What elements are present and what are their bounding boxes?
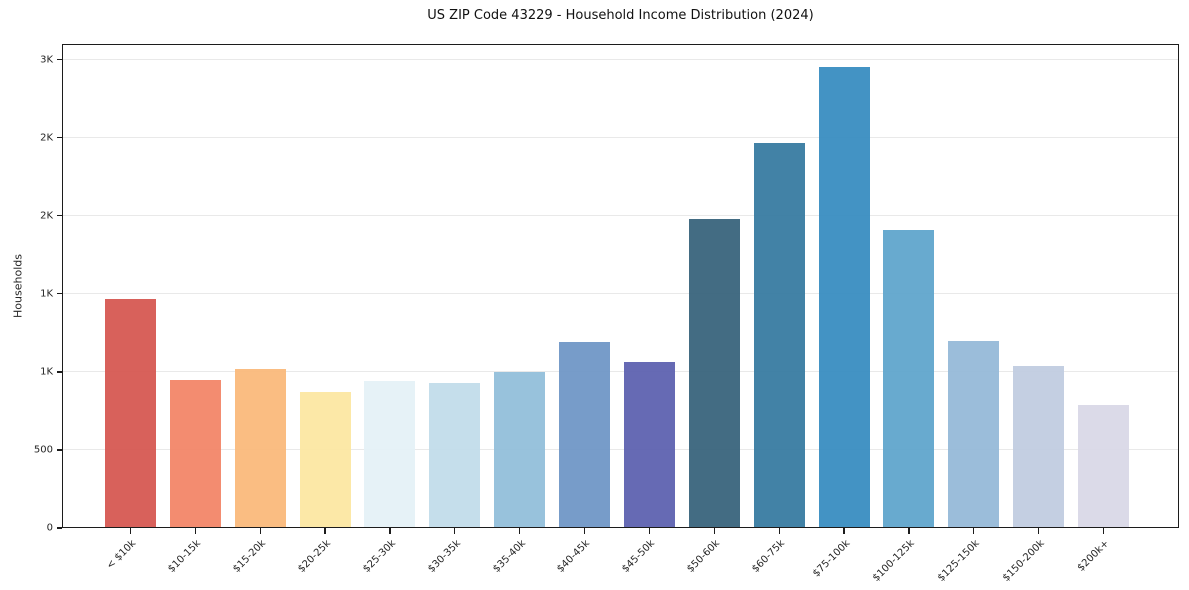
bar: [494, 371, 546, 528]
x-tick-mark: [324, 528, 326, 534]
bar: [883, 229, 935, 528]
bar: [299, 392, 351, 528]
x-tick-label: $15-20k: [231, 538, 269, 575]
x-tick-label: $100-125k: [870, 538, 917, 584]
y-tick-label: 1K: [40, 288, 53, 300]
bar: [364, 381, 416, 528]
bar: [753, 143, 805, 528]
x-tick-label: $20-25k: [295, 538, 333, 575]
h-gridline: [62, 59, 1179, 61]
x-tick-mark: [583, 528, 586, 534]
chart-title: US ZIP Code 43229 - Household Income Dis…: [427, 8, 814, 23]
x-tick-label: $50-60k: [685, 538, 723, 575]
bar: [559, 342, 611, 528]
x-tick-mark: [713, 528, 715, 534]
x-tick-label: $200k+: [1075, 538, 1112, 574]
y-tick-mark: [56, 371, 62, 373]
y-tick-mark: [56, 449, 62, 451]
h-gridline: [62, 293, 1179, 295]
plot-frame: [62, 44, 1179, 528]
x-tick-label: $75-100k: [810, 538, 852, 580]
x-tick-label: $45-50k: [620, 538, 658, 575]
x-tick-mark: [259, 528, 261, 534]
x-tick-mark: [194, 528, 197, 534]
x-tick-mark: [973, 528, 975, 534]
x-tick-mark: [129, 528, 132, 534]
x-tick-label: $30-35k: [425, 538, 463, 575]
bar: [818, 67, 870, 528]
x-tick-mark: [778, 528, 780, 534]
x-tick-mark: [843, 528, 845, 534]
h-gridline: [62, 137, 1179, 139]
x-tick-label: $150-200k: [1000, 538, 1047, 584]
y-tick-label: 1K: [40, 366, 53, 378]
x-tick-mark: [389, 528, 391, 534]
y-axis-label: Households: [11, 254, 25, 318]
bar: [1013, 365, 1065, 528]
bar: [169, 380, 221, 528]
x-tick-mark: [908, 528, 910, 534]
y-tick-label: 0: [46, 522, 53, 534]
y-tick-label: 2K: [40, 210, 53, 222]
bar: [688, 218, 740, 528]
y-tick-mark: [56, 137, 62, 139]
h-gridline: [62, 371, 1179, 373]
y-tick-mark: [56, 527, 62, 529]
y-tick-label: 2K: [40, 132, 53, 144]
x-tick-mark: [454, 528, 456, 534]
bar: [429, 382, 481, 528]
h-gridline: [62, 215, 1179, 217]
bar: [623, 361, 675, 528]
plot-area: 0 500 1K 1K 2K 2K 3K < $10k $10-15k $15-20k $20-25…: [34, 44, 1179, 584]
y-tick-mark: [56, 215, 62, 217]
x-tick-label: $10-15k: [166, 538, 204, 575]
bar: [948, 341, 1000, 528]
bar: [105, 298, 156, 528]
x-tick-label: $25-30k: [360, 538, 398, 575]
y-tick-mark: [56, 293, 62, 295]
x-tick-mark: [1102, 528, 1105, 534]
y-tick-label: 500: [33, 444, 53, 456]
h-gridline: [62, 449, 1179, 451]
y-tick-mark: [56, 58, 62, 61]
x-tick-mark: [648, 528, 651, 534]
x-tick-label: $35-40k: [490, 538, 528, 575]
bar: [1078, 405, 1130, 528]
bar: [234, 368, 286, 528]
x-tick-mark: [1038, 528, 1040, 534]
x-tick-label: $125-150k: [935, 538, 982, 584]
y-tick-label: 3K: [40, 54, 53, 66]
x-tick-label: $40-45k: [555, 538, 593, 575]
x-tick-label: $60-75k: [750, 538, 787, 575]
x-tick-mark: [519, 528, 521, 534]
x-tick-label: < $10k: [104, 538, 139, 572]
